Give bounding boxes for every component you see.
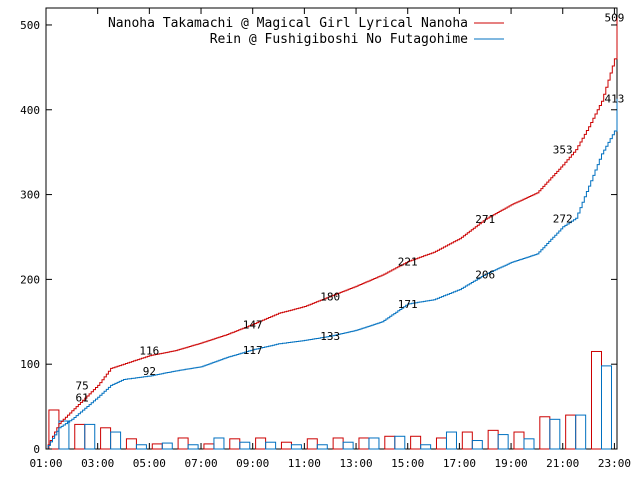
- hourly-bar: [84, 423, 96, 450]
- hourly-bar: [255, 437, 267, 450]
- hourly-bar: [332, 437, 344, 450]
- data-label: 133: [320, 330, 340, 343]
- hourly-bar: [600, 365, 612, 450]
- x-tick-label: 03:00: [81, 457, 114, 470]
- hourly-bar: [445, 431, 457, 450]
- data-label: 180: [320, 290, 340, 303]
- hourly-bar: [368, 437, 380, 450]
- hourly-bar: [265, 441, 277, 450]
- hourly-bar: [549, 418, 561, 450]
- hourly-bar: [58, 420, 70, 450]
- y-tick-label: 200: [20, 273, 40, 286]
- series-line: [46, 98, 618, 450]
- hourly-bar: [497, 434, 509, 450]
- plot-frame: [45, 7, 618, 450]
- x-tick-label: 13:00: [339, 457, 372, 470]
- hourly-bar: [435, 437, 447, 450]
- data-label: 413: [604, 93, 624, 106]
- x-tick-label: 19:00: [495, 457, 528, 470]
- y-tick-label: 400: [20, 104, 40, 117]
- data-label: 271: [475, 213, 495, 226]
- hourly-bar: [290, 444, 302, 450]
- data-label: 61: [76, 391, 89, 404]
- y-tick-label: 100: [20, 358, 40, 371]
- hourly-bar: [110, 431, 122, 450]
- data-label: 272: [553, 212, 573, 225]
- hourly-bar: [125, 438, 137, 450]
- x-tick-label: 09:00: [236, 457, 269, 470]
- hourly-bar: [280, 441, 292, 450]
- x-tick-label: 01:00: [29, 457, 62, 470]
- hourly-bar: [135, 444, 147, 450]
- hourly-bar: [410, 435, 422, 450]
- hourly-bar: [575, 414, 587, 450]
- hourly-bar: [203, 443, 215, 450]
- hourly-bar: [471, 440, 483, 450]
- legend-label: Nanoha Takamachi @ Magical Girl Lyrical …: [108, 16, 468, 31]
- data-label: 117: [243, 344, 263, 357]
- data-label: 147: [243, 318, 263, 331]
- hourly-bars: [48, 350, 612, 450]
- hourly-bar: [513, 431, 525, 450]
- hourly-bar: [590, 350, 602, 450]
- hourly-bar: [420, 444, 432, 450]
- hourly-bar: [384, 435, 396, 450]
- hourly-bar: [187, 444, 199, 450]
- hourly-bar: [539, 416, 551, 450]
- data-label: 92: [143, 365, 156, 378]
- axes: 0 100 200 300 400 500 01:00 03:00 05:00 07:00 09:0…: [20, 8, 631, 470]
- legend-label: Rein @ Fushigiboshi No Futagohime: [210, 32, 468, 47]
- x-tick-label: 11:00: [288, 457, 321, 470]
- series-line: [46, 17, 618, 450]
- data-label: 206: [475, 268, 495, 281]
- hourly-bar: [342, 441, 354, 450]
- hourly-bar: [151, 443, 163, 450]
- hourly-bar: [565, 414, 577, 450]
- y-tick-label: 0: [33, 443, 40, 456]
- x-tick-label: 21:00: [546, 457, 579, 470]
- hourly-bar: [394, 435, 406, 450]
- hourly-bar: [100, 427, 112, 450]
- hourly-bar: [358, 437, 370, 450]
- hourly-bar: [316, 444, 328, 450]
- y-tick-label: 500: [20, 19, 40, 32]
- point-labels: 75 116 147 180 221 271 353 509 61 92 117 133 171 206 2…: [76, 11, 625, 404]
- data-label: 509: [604, 11, 624, 24]
- x-tick-label: 07:00: [184, 457, 217, 470]
- hourly-bar: [306, 438, 318, 450]
- data-label: 171: [398, 298, 418, 311]
- hourly-bar: [239, 441, 251, 450]
- x-tick-label: 23:00: [598, 457, 631, 470]
- x-tick-label: 05:00: [133, 457, 166, 470]
- hourly-bar: [487, 429, 499, 450]
- y-tick-label: 300: [20, 189, 40, 202]
- data-label: 221: [398, 256, 418, 269]
- data-label: 353: [553, 144, 573, 157]
- hourly-bar: [161, 442, 173, 450]
- data-label: 116: [139, 345, 159, 358]
- hourly-bar: [74, 423, 86, 450]
- hourly-bar: [229, 438, 241, 450]
- data-label: 75: [76, 379, 89, 392]
- legend: Nanoha Takamachi @ Magical Girl Lyrical …: [108, 16, 504, 47]
- hourly-bar: [523, 438, 535, 450]
- x-tick-label: 17:00: [443, 457, 476, 470]
- hourly-bar: [213, 437, 225, 450]
- hourly-bar: [461, 431, 473, 450]
- hourly-bar: [177, 437, 189, 450]
- series-lines: [46, 17, 618, 450]
- x-tick-label: 15:00: [391, 457, 424, 470]
